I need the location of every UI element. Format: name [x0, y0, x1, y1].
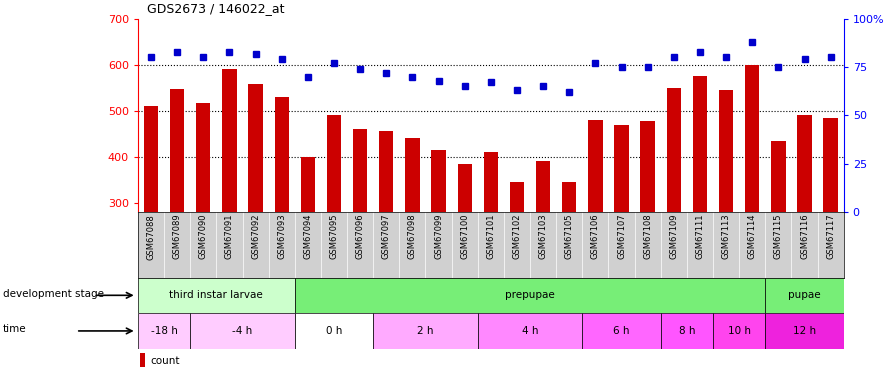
Text: 12 h: 12 h	[793, 326, 816, 336]
Bar	[660, 313, 713, 349]
Bar	[138, 278, 295, 313]
Text: GSM67091: GSM67091	[225, 214, 234, 260]
Text: GSM67106: GSM67106	[591, 214, 600, 260]
Text: GSM67089: GSM67089	[173, 214, 182, 260]
Bar	[138, 313, 190, 349]
Text: GSM67102: GSM67102	[513, 214, 522, 260]
Text: GSM67095: GSM67095	[329, 214, 338, 260]
Bar	[405, 138, 419, 340]
Text: 0 h: 0 h	[326, 326, 342, 336]
Text: 4 h: 4 h	[522, 326, 538, 336]
Bar	[719, 90, 733, 340]
Bar	[536, 161, 550, 340]
Bar	[190, 313, 295, 349]
Text: GSM67097: GSM67097	[382, 214, 391, 260]
Text: 2 h: 2 h	[417, 326, 433, 336]
Bar	[301, 157, 315, 340]
Bar	[510, 182, 524, 340]
Text: prepupae: prepupae	[506, 290, 555, 300]
Bar	[222, 69, 237, 341]
Text: GSM67098: GSM67098	[408, 214, 417, 260]
Text: GSM67093: GSM67093	[277, 214, 287, 260]
Text: GSM67115: GSM67115	[774, 214, 783, 260]
Bar	[771, 141, 786, 340]
Bar	[582, 313, 660, 349]
Text: 10 h: 10 h	[728, 326, 750, 336]
Text: GSM67111: GSM67111	[695, 214, 705, 260]
Bar	[373, 313, 478, 349]
Text: GSM67114: GSM67114	[748, 214, 756, 260]
Text: -18 h: -18 h	[150, 326, 177, 336]
Bar	[797, 116, 812, 340]
Text: GSM67107: GSM67107	[617, 214, 626, 260]
Text: GSM67103: GSM67103	[538, 214, 547, 260]
Bar	[457, 164, 472, 340]
Text: -4 h: -4 h	[232, 326, 253, 336]
Text: GSM67113: GSM67113	[722, 214, 731, 260]
Bar	[562, 182, 577, 340]
Bar	[667, 88, 681, 340]
Text: pupae: pupae	[789, 290, 821, 300]
Bar	[692, 76, 708, 340]
Text: time: time	[3, 324, 27, 334]
Text: GSM67100: GSM67100	[460, 214, 469, 260]
Bar	[353, 129, 368, 340]
Bar	[196, 104, 211, 340]
Text: third instar larvae: third instar larvae	[169, 290, 263, 300]
Text: GSM67099: GSM67099	[434, 214, 443, 260]
Bar	[713, 313, 765, 349]
Text: development stage: development stage	[3, 288, 104, 298]
Text: GSM67117: GSM67117	[826, 214, 835, 260]
Text: GDS2673 / 146022_at: GDS2673 / 146022_at	[147, 2, 284, 15]
Text: GSM67096: GSM67096	[356, 214, 365, 260]
Bar	[170, 88, 184, 340]
Text: GSM67101: GSM67101	[486, 214, 496, 260]
Text: GSM67105: GSM67105	[565, 214, 574, 260]
Bar	[248, 84, 263, 340]
Bar	[140, 353, 145, 367]
Bar	[295, 278, 765, 313]
Bar	[823, 118, 837, 340]
Text: 8 h: 8 h	[679, 326, 695, 336]
Bar	[641, 121, 655, 340]
Bar	[274, 97, 289, 340]
Bar	[478, 313, 582, 349]
Bar	[144, 106, 158, 340]
Bar	[432, 150, 446, 340]
Bar	[483, 152, 498, 340]
Text: GSM67108: GSM67108	[643, 214, 652, 260]
Text: GSM67090: GSM67090	[198, 214, 207, 260]
Bar	[765, 313, 844, 349]
Bar	[588, 120, 603, 340]
Bar	[614, 124, 628, 340]
Bar	[745, 65, 759, 341]
Bar	[327, 116, 341, 340]
Text: GSM67088: GSM67088	[147, 214, 156, 260]
Text: count: count	[150, 356, 180, 366]
Bar	[765, 278, 844, 313]
Text: GSM67109: GSM67109	[669, 214, 678, 260]
Text: GSM67092: GSM67092	[251, 214, 260, 260]
Bar	[295, 313, 373, 349]
Text: GSM67094: GSM67094	[303, 214, 312, 260]
Text: GSM67116: GSM67116	[800, 214, 809, 260]
Bar	[379, 131, 393, 340]
Text: 6 h: 6 h	[613, 326, 630, 336]
